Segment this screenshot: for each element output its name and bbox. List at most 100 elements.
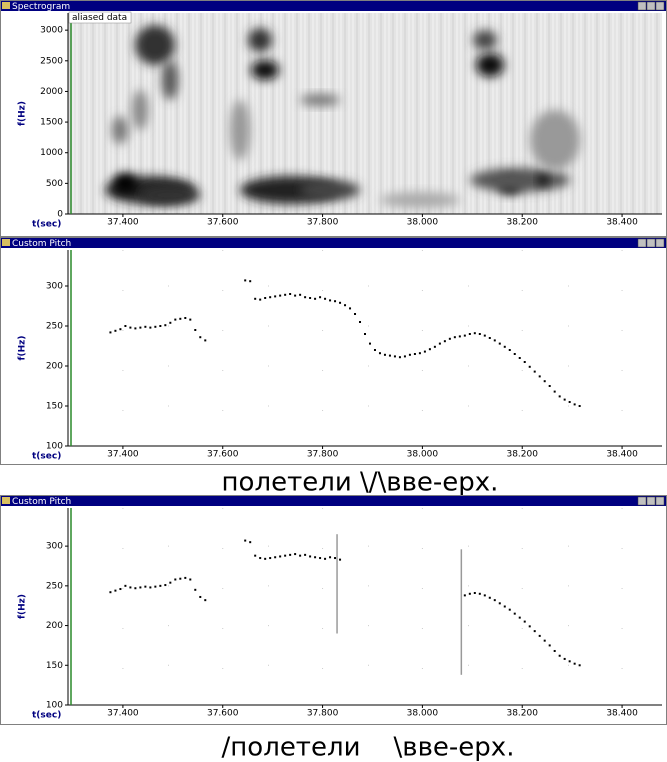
pitch-point bbox=[259, 298, 262, 301]
pitch-point bbox=[254, 297, 257, 300]
pitch-point bbox=[299, 554, 302, 557]
pitch-point bbox=[319, 557, 322, 560]
pitch-point bbox=[264, 557, 267, 560]
window-button[interactable] bbox=[637, 1, 647, 11]
stripe bbox=[624, 13, 626, 214]
x-tick-label: 38.000 bbox=[407, 709, 439, 719]
stripe bbox=[208, 13, 210, 214]
pitch-point bbox=[129, 326, 132, 329]
pitch-point bbox=[558, 395, 561, 398]
stripe bbox=[524, 13, 526, 214]
pitch-point bbox=[344, 304, 347, 307]
stripe bbox=[600, 13, 602, 214]
pitch-point bbox=[119, 328, 122, 331]
y-tick-label: 100 bbox=[46, 442, 63, 452]
pitch-point bbox=[289, 553, 292, 556]
y-tick-label: 250 bbox=[46, 322, 63, 332]
stripe bbox=[320, 13, 322, 214]
stripe bbox=[644, 13, 646, 214]
pitch-point bbox=[558, 654, 561, 657]
y-tick-label: 300 bbox=[46, 542, 63, 552]
window-button[interactable] bbox=[637, 496, 647, 506]
pitch-point bbox=[463, 594, 466, 597]
pitch-point bbox=[493, 599, 496, 602]
formant-blob bbox=[113, 173, 137, 193]
window-button[interactable] bbox=[646, 1, 656, 11]
y-tick-label: 150 bbox=[46, 402, 63, 412]
stripe bbox=[580, 13, 582, 214]
pitch-point bbox=[578, 664, 581, 667]
pitch-point bbox=[254, 554, 257, 557]
stripe bbox=[256, 13, 258, 214]
stripe bbox=[456, 13, 458, 214]
title-bar bbox=[1, 496, 666, 506]
pitch-point bbox=[468, 333, 471, 335]
pitch-point bbox=[324, 297, 327, 300]
stripe bbox=[468, 13, 470, 214]
pitch-point bbox=[124, 584, 127, 587]
stripe bbox=[88, 13, 90, 214]
stripe bbox=[224, 13, 226, 214]
stripe bbox=[252, 13, 254, 214]
stripe bbox=[308, 13, 310, 214]
pitch-point bbox=[154, 325, 157, 328]
stripe bbox=[396, 13, 398, 214]
pitch-point bbox=[129, 586, 132, 589]
stripe bbox=[432, 13, 434, 214]
pitch-point bbox=[503, 605, 506, 608]
pitch-point bbox=[139, 586, 142, 589]
window-button[interactable] bbox=[655, 1, 665, 11]
stripe bbox=[84, 13, 86, 214]
stripe bbox=[484, 13, 486, 214]
stripe bbox=[104, 13, 106, 214]
pitch-point bbox=[289, 293, 292, 295]
pitch-point bbox=[498, 342, 501, 345]
annotation: aliased data bbox=[72, 13, 127, 23]
pitch-point bbox=[334, 300, 337, 303]
pitch-point bbox=[339, 558, 342, 561]
y-tick-label: 3000 bbox=[40, 26, 63, 36]
stripe bbox=[492, 13, 494, 214]
pitch-point bbox=[578, 405, 581, 407]
pitch-point bbox=[488, 337, 491, 339]
x-tick-label: 37.400 bbox=[107, 709, 139, 719]
window-button[interactable] bbox=[646, 238, 656, 248]
stripe bbox=[528, 13, 530, 214]
window-button[interactable] bbox=[655, 238, 665, 248]
x-tick-label: 38.200 bbox=[506, 218, 538, 228]
stripe bbox=[576, 13, 578, 214]
pitch-point bbox=[259, 557, 262, 560]
stripe bbox=[440, 13, 442, 214]
stripe bbox=[656, 13, 658, 214]
pitch-point bbox=[349, 307, 352, 310]
pitch-point bbox=[329, 556, 332, 559]
pitch-point bbox=[528, 625, 531, 628]
y-axis-label: f(Hz) bbox=[18, 594, 28, 619]
stripe bbox=[324, 13, 326, 214]
pitch-point bbox=[553, 649, 556, 652]
window-button[interactable] bbox=[637, 238, 647, 248]
pitch-point bbox=[174, 318, 177, 321]
stripe bbox=[200, 13, 202, 214]
formant-blob bbox=[470, 168, 570, 192]
formant-blob bbox=[530, 110, 580, 170]
stripe bbox=[464, 13, 466, 214]
stripe bbox=[296, 13, 298, 214]
chart-window: Custom Pitch 100 150 200 250 300 37.400 37.600 3… bbox=[0, 237, 667, 465]
stripe bbox=[80, 13, 82, 214]
window-title: Spectrogram bbox=[12, 2, 70, 12]
stripe bbox=[628, 13, 630, 214]
window-button[interactable] bbox=[655, 496, 665, 506]
pitch-point bbox=[438, 342, 441, 345]
x-tick-label: 37.600 bbox=[207, 709, 239, 719]
stripe bbox=[444, 13, 446, 214]
window-button[interactable] bbox=[646, 496, 656, 506]
pitch-point bbox=[339, 301, 342, 304]
pitch-point bbox=[284, 293, 287, 296]
stripe bbox=[312, 13, 314, 214]
pitch-point bbox=[458, 335, 461, 338]
pitch-point bbox=[498, 602, 501, 605]
y-tick-label: 300 bbox=[46, 282, 63, 292]
pitch-point bbox=[538, 634, 541, 637]
stripe bbox=[112, 13, 114, 214]
